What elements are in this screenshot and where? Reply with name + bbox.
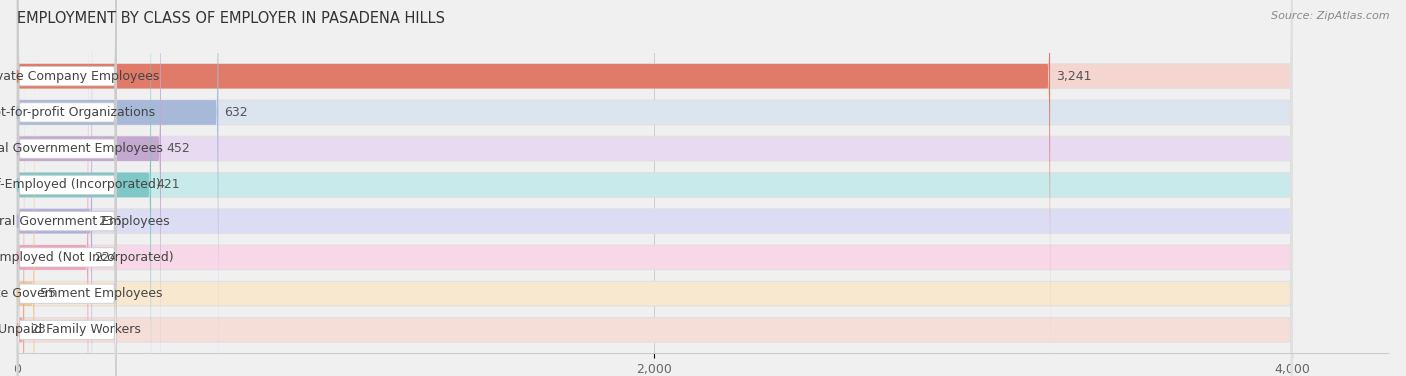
FancyBboxPatch shape	[17, 0, 117, 376]
FancyBboxPatch shape	[17, 52, 1292, 376]
FancyBboxPatch shape	[17, 0, 160, 376]
FancyBboxPatch shape	[17, 0, 1292, 354]
FancyBboxPatch shape	[17, 16, 34, 376]
FancyBboxPatch shape	[17, 0, 1292, 376]
Text: Private Company Employees: Private Company Employees	[0, 70, 159, 83]
FancyBboxPatch shape	[17, 0, 117, 356]
Text: Federal Government Employees: Federal Government Employees	[0, 215, 170, 227]
FancyBboxPatch shape	[17, 16, 1292, 376]
FancyBboxPatch shape	[17, 0, 117, 376]
Text: 55: 55	[41, 287, 56, 300]
FancyBboxPatch shape	[17, 0, 117, 376]
FancyBboxPatch shape	[17, 0, 1292, 376]
Text: 236: 236	[98, 215, 121, 227]
FancyBboxPatch shape	[17, 0, 150, 376]
Text: 421: 421	[157, 179, 180, 191]
FancyBboxPatch shape	[17, 0, 117, 376]
Text: 3,241: 3,241	[1056, 70, 1091, 83]
Text: 632: 632	[224, 106, 247, 119]
FancyBboxPatch shape	[17, 0, 1292, 376]
Text: Local Government Employees: Local Government Employees	[0, 142, 163, 155]
Text: Not-for-profit Organizations: Not-for-profit Organizations	[0, 106, 155, 119]
FancyBboxPatch shape	[17, 0, 1292, 376]
Text: Source: ZipAtlas.com: Source: ZipAtlas.com	[1271, 11, 1389, 21]
Text: State Government Employees: State Government Employees	[0, 287, 163, 300]
FancyBboxPatch shape	[17, 0, 1292, 376]
FancyBboxPatch shape	[17, 0, 218, 376]
FancyBboxPatch shape	[17, 13, 117, 376]
FancyBboxPatch shape	[17, 50, 117, 376]
FancyBboxPatch shape	[17, 0, 117, 376]
Text: Unpaid Family Workers: Unpaid Family Workers	[0, 323, 141, 337]
Text: Self-Employed (Incorporated): Self-Employed (Incorporated)	[0, 179, 162, 191]
FancyBboxPatch shape	[17, 0, 1050, 354]
Text: 224: 224	[94, 251, 118, 264]
Text: Self-Employed (Not Incorporated): Self-Employed (Not Incorporated)	[0, 251, 174, 264]
FancyBboxPatch shape	[17, 0, 93, 376]
Text: 452: 452	[167, 142, 190, 155]
FancyBboxPatch shape	[17, 0, 89, 376]
Text: EMPLOYMENT BY CLASS OF EMPLOYER IN PASADENA HILLS: EMPLOYMENT BY CLASS OF EMPLOYER IN PASAD…	[17, 11, 444, 26]
FancyBboxPatch shape	[17, 52, 24, 376]
Text: 23: 23	[30, 323, 45, 337]
